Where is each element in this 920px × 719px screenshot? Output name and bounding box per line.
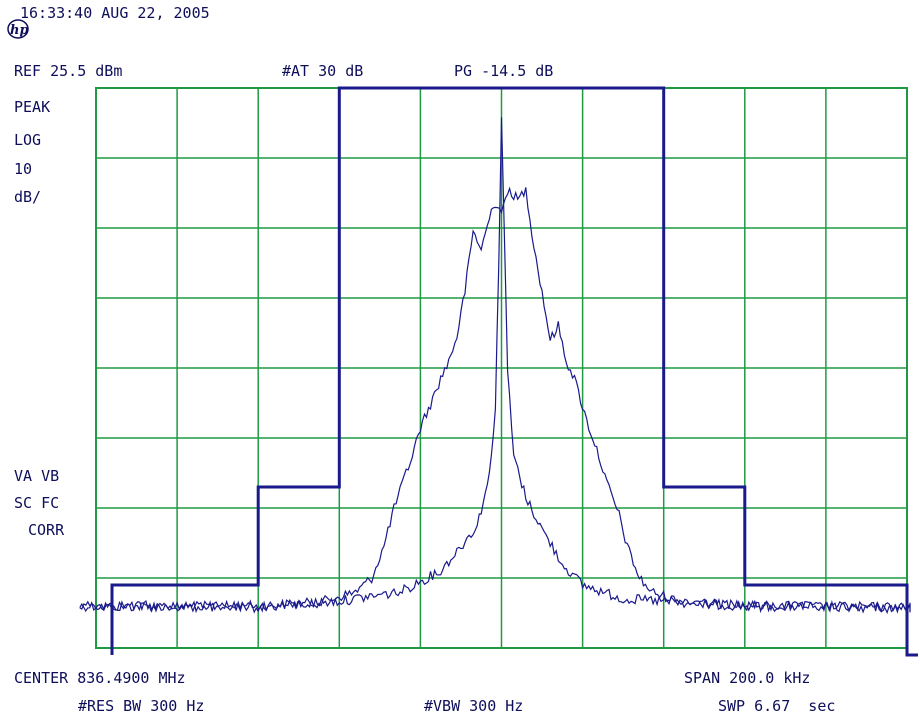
center-frequency: CENTER 836.4900 MHz xyxy=(14,669,186,687)
reference-level: REF 25.5 dBm xyxy=(14,62,123,80)
limit-mask-line xyxy=(110,86,918,657)
plot-grid xyxy=(95,87,908,649)
pg-offset: PG -14.5 dB xyxy=(454,62,554,80)
detector-mode: PEAK xyxy=(14,98,51,116)
trace-1 xyxy=(79,186,911,614)
scale-unit: dB/ xyxy=(14,188,42,206)
flags-sc-fc: SC FC xyxy=(14,494,60,512)
svg-text:hp: hp xyxy=(10,23,29,38)
timestamp: 16:33:40 AUG 22, 2005 xyxy=(20,4,210,22)
resolution-bandwidth: #RES BW 300 Hz xyxy=(78,697,205,715)
frequency-span: SPAN 200.0 kHz xyxy=(684,669,811,687)
trace-2 xyxy=(79,117,911,615)
scale-type: LOG xyxy=(14,131,42,149)
attenuation: #AT 30 dB xyxy=(282,62,364,80)
scale-value: 10 xyxy=(14,160,33,178)
hp-logo-icon: hp xyxy=(7,19,29,39)
video-bandwidth: #VBW 300 Hz xyxy=(424,697,524,715)
flags-va-vb: VA VB xyxy=(14,467,60,485)
flags-corr: CORR xyxy=(28,521,65,539)
limit-mask xyxy=(110,86,918,657)
traces xyxy=(79,117,911,615)
sweep-time: SWP 6.67 sec xyxy=(718,697,836,715)
